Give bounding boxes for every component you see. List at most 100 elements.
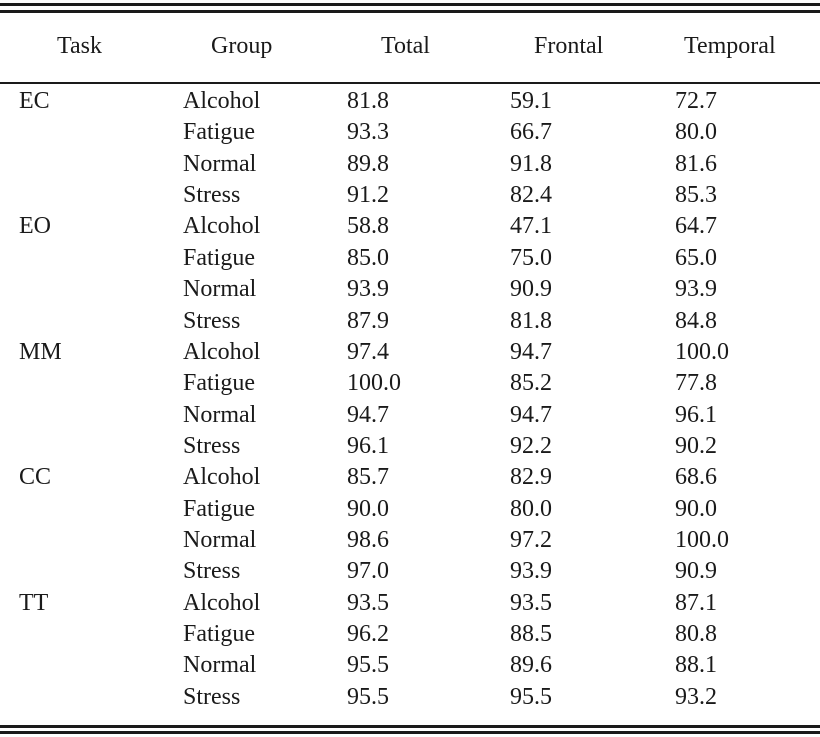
cell-group: Fatigue <box>183 621 255 647</box>
cell-total: 97.4 <box>347 338 389 365</box>
table-row: Fatigue 96.2 88.5 80.8 <box>0 619 820 650</box>
cell-total: 95.5 <box>347 652 389 679</box>
cell-total: 81.8 <box>347 88 389 114</box>
cell-task: MM <box>19 338 62 365</box>
cell-frontal: 82.9 <box>510 464 552 491</box>
cell-group: Normal <box>183 526 257 553</box>
cell-total: 98.6 <box>347 526 389 553</box>
table-row: Normal 89.8 91.8 81.6 <box>0 149 820 180</box>
table-row: CC Alcohol 85.7 82.9 68.6 <box>0 462 820 493</box>
cell-group: Stress <box>183 307 241 334</box>
table-row: MM Alcohol 97.4 94.7 100.0 <box>0 337 820 368</box>
table-row: Normal 98.6 97.2 100.0 <box>0 525 820 556</box>
cell-frontal: 75.0 <box>510 244 552 271</box>
table-row: Stress 95.5 95.5 93.2 <box>0 682 820 713</box>
cell-frontal: 89.6 <box>510 652 552 679</box>
cell-total: 95.5 <box>347 683 389 710</box>
cell-group: Alcohol <box>183 589 261 616</box>
cell-total: 96.1 <box>347 432 389 459</box>
cell-group: Fatigue <box>183 370 255 397</box>
table-row: Normal 95.5 89.6 88.1 <box>0 650 820 681</box>
table-row: Fatigue 90.0 80.0 90.0 <box>0 494 820 525</box>
cell-total: 96.2 <box>347 621 389 647</box>
cell-group: Alcohol <box>183 213 261 240</box>
cell-total: 89.8 <box>347 150 389 177</box>
cell-frontal: 59.1 <box>510 88 552 114</box>
cell-frontal: 95.5 <box>510 683 552 710</box>
cell-temporal: 90.2 <box>675 432 717 459</box>
table-row: Fatigue 85.0 75.0 65.0 <box>0 243 820 274</box>
table-row: Stress 87.9 81.8 84.8 <box>0 306 820 337</box>
bottom-rule-outer <box>0 731 820 734</box>
table-row: Normal 93.9 90.9 93.9 <box>0 274 820 305</box>
table-row: TT Alcohol 93.5 93.5 87.1 <box>0 588 820 619</box>
cell-group: Normal <box>183 652 257 679</box>
table-row: EO Alcohol 58.8 47.1 64.7 <box>0 211 820 242</box>
cell-group: Fatigue <box>183 119 255 146</box>
cell-frontal: 90.9 <box>510 276 552 303</box>
cell-frontal: 93.5 <box>510 589 552 616</box>
cell-frontal: 94.7 <box>510 338 552 365</box>
cell-temporal: 100.0 <box>675 526 729 553</box>
header-rule <box>0 82 820 84</box>
cell-group: Alcohol <box>183 338 261 365</box>
cell-temporal: 85.3 <box>675 182 717 209</box>
cell-group: Normal <box>183 150 257 177</box>
cell-frontal: 92.2 <box>510 432 552 459</box>
cell-group: Alcohol <box>183 464 261 491</box>
cell-frontal: 81.8 <box>510 307 552 334</box>
cell-total: 58.8 <box>347 213 389 240</box>
cell-group: Normal <box>183 276 257 303</box>
cell-group: Stress <box>183 683 241 710</box>
header-total: Total <box>381 33 430 59</box>
cell-frontal: 91.8 <box>510 150 552 177</box>
cell-task: TT <box>19 589 49 616</box>
cell-frontal: 93.9 <box>510 558 552 585</box>
cell-frontal: 88.5 <box>510 621 552 647</box>
cell-total: 87.9 <box>347 307 389 334</box>
cell-frontal: 97.2 <box>510 526 552 553</box>
cell-temporal: 80.8 <box>675 621 717 647</box>
cell-temporal: 88.1 <box>675 652 717 679</box>
cell-temporal: 80.0 <box>675 119 717 146</box>
cell-temporal: 84.8 <box>675 307 717 334</box>
cell-group: Stress <box>183 432 241 459</box>
table-row: Stress 97.0 93.9 90.9 <box>0 556 820 587</box>
cell-frontal: 82.4 <box>510 182 552 209</box>
cell-group: Stress <box>183 182 241 209</box>
cell-total: 85.7 <box>347 464 389 491</box>
cell-temporal: 77.8 <box>675 370 717 397</box>
header-frontal: Frontal <box>534 33 604 59</box>
cell-total: 93.9 <box>347 276 389 303</box>
bottom-rule-inner <box>0 725 820 728</box>
top-rule-inner <box>0 10 820 13</box>
cell-frontal: 85.2 <box>510 370 552 397</box>
cell-task: CC <box>19 464 52 491</box>
cell-total: 97.0 <box>347 558 389 585</box>
cell-frontal: 47.1 <box>510 213 552 240</box>
cell-task: EC <box>19 88 50 114</box>
table-row: Stress 91.2 82.4 85.3 <box>0 180 820 211</box>
cell-total: 100.0 <box>347 370 401 397</box>
cell-task: EO <box>19 213 51 240</box>
cell-group: Fatigue <box>183 244 255 271</box>
cell-total: 93.3 <box>347 119 389 146</box>
header-task: Task <box>57 33 102 59</box>
cell-temporal: 68.6 <box>675 464 717 491</box>
cell-temporal: 93.9 <box>675 276 717 303</box>
cell-frontal: 80.0 <box>510 495 552 522</box>
table-row: Normal 94.7 94.7 96.1 <box>0 400 820 431</box>
cell-temporal: 65.0 <box>675 244 717 271</box>
cell-temporal: 90.9 <box>675 558 717 585</box>
header-temporal: Temporal <box>684 33 776 59</box>
cell-temporal: 81.6 <box>675 150 717 177</box>
cell-frontal: 94.7 <box>510 401 552 428</box>
cell-total: 94.7 <box>347 401 389 428</box>
table-row: Fatigue 93.3 66.7 80.0 <box>0 117 820 148</box>
header-group: Group <box>211 33 273 59</box>
cell-temporal: 100.0 <box>675 338 729 365</box>
table-row: Fatigue 100.0 85.2 77.8 <box>0 368 820 399</box>
cell-temporal: 96.1 <box>675 401 717 428</box>
cell-total: 85.0 <box>347 244 389 271</box>
cell-temporal: 90.0 <box>675 495 717 522</box>
